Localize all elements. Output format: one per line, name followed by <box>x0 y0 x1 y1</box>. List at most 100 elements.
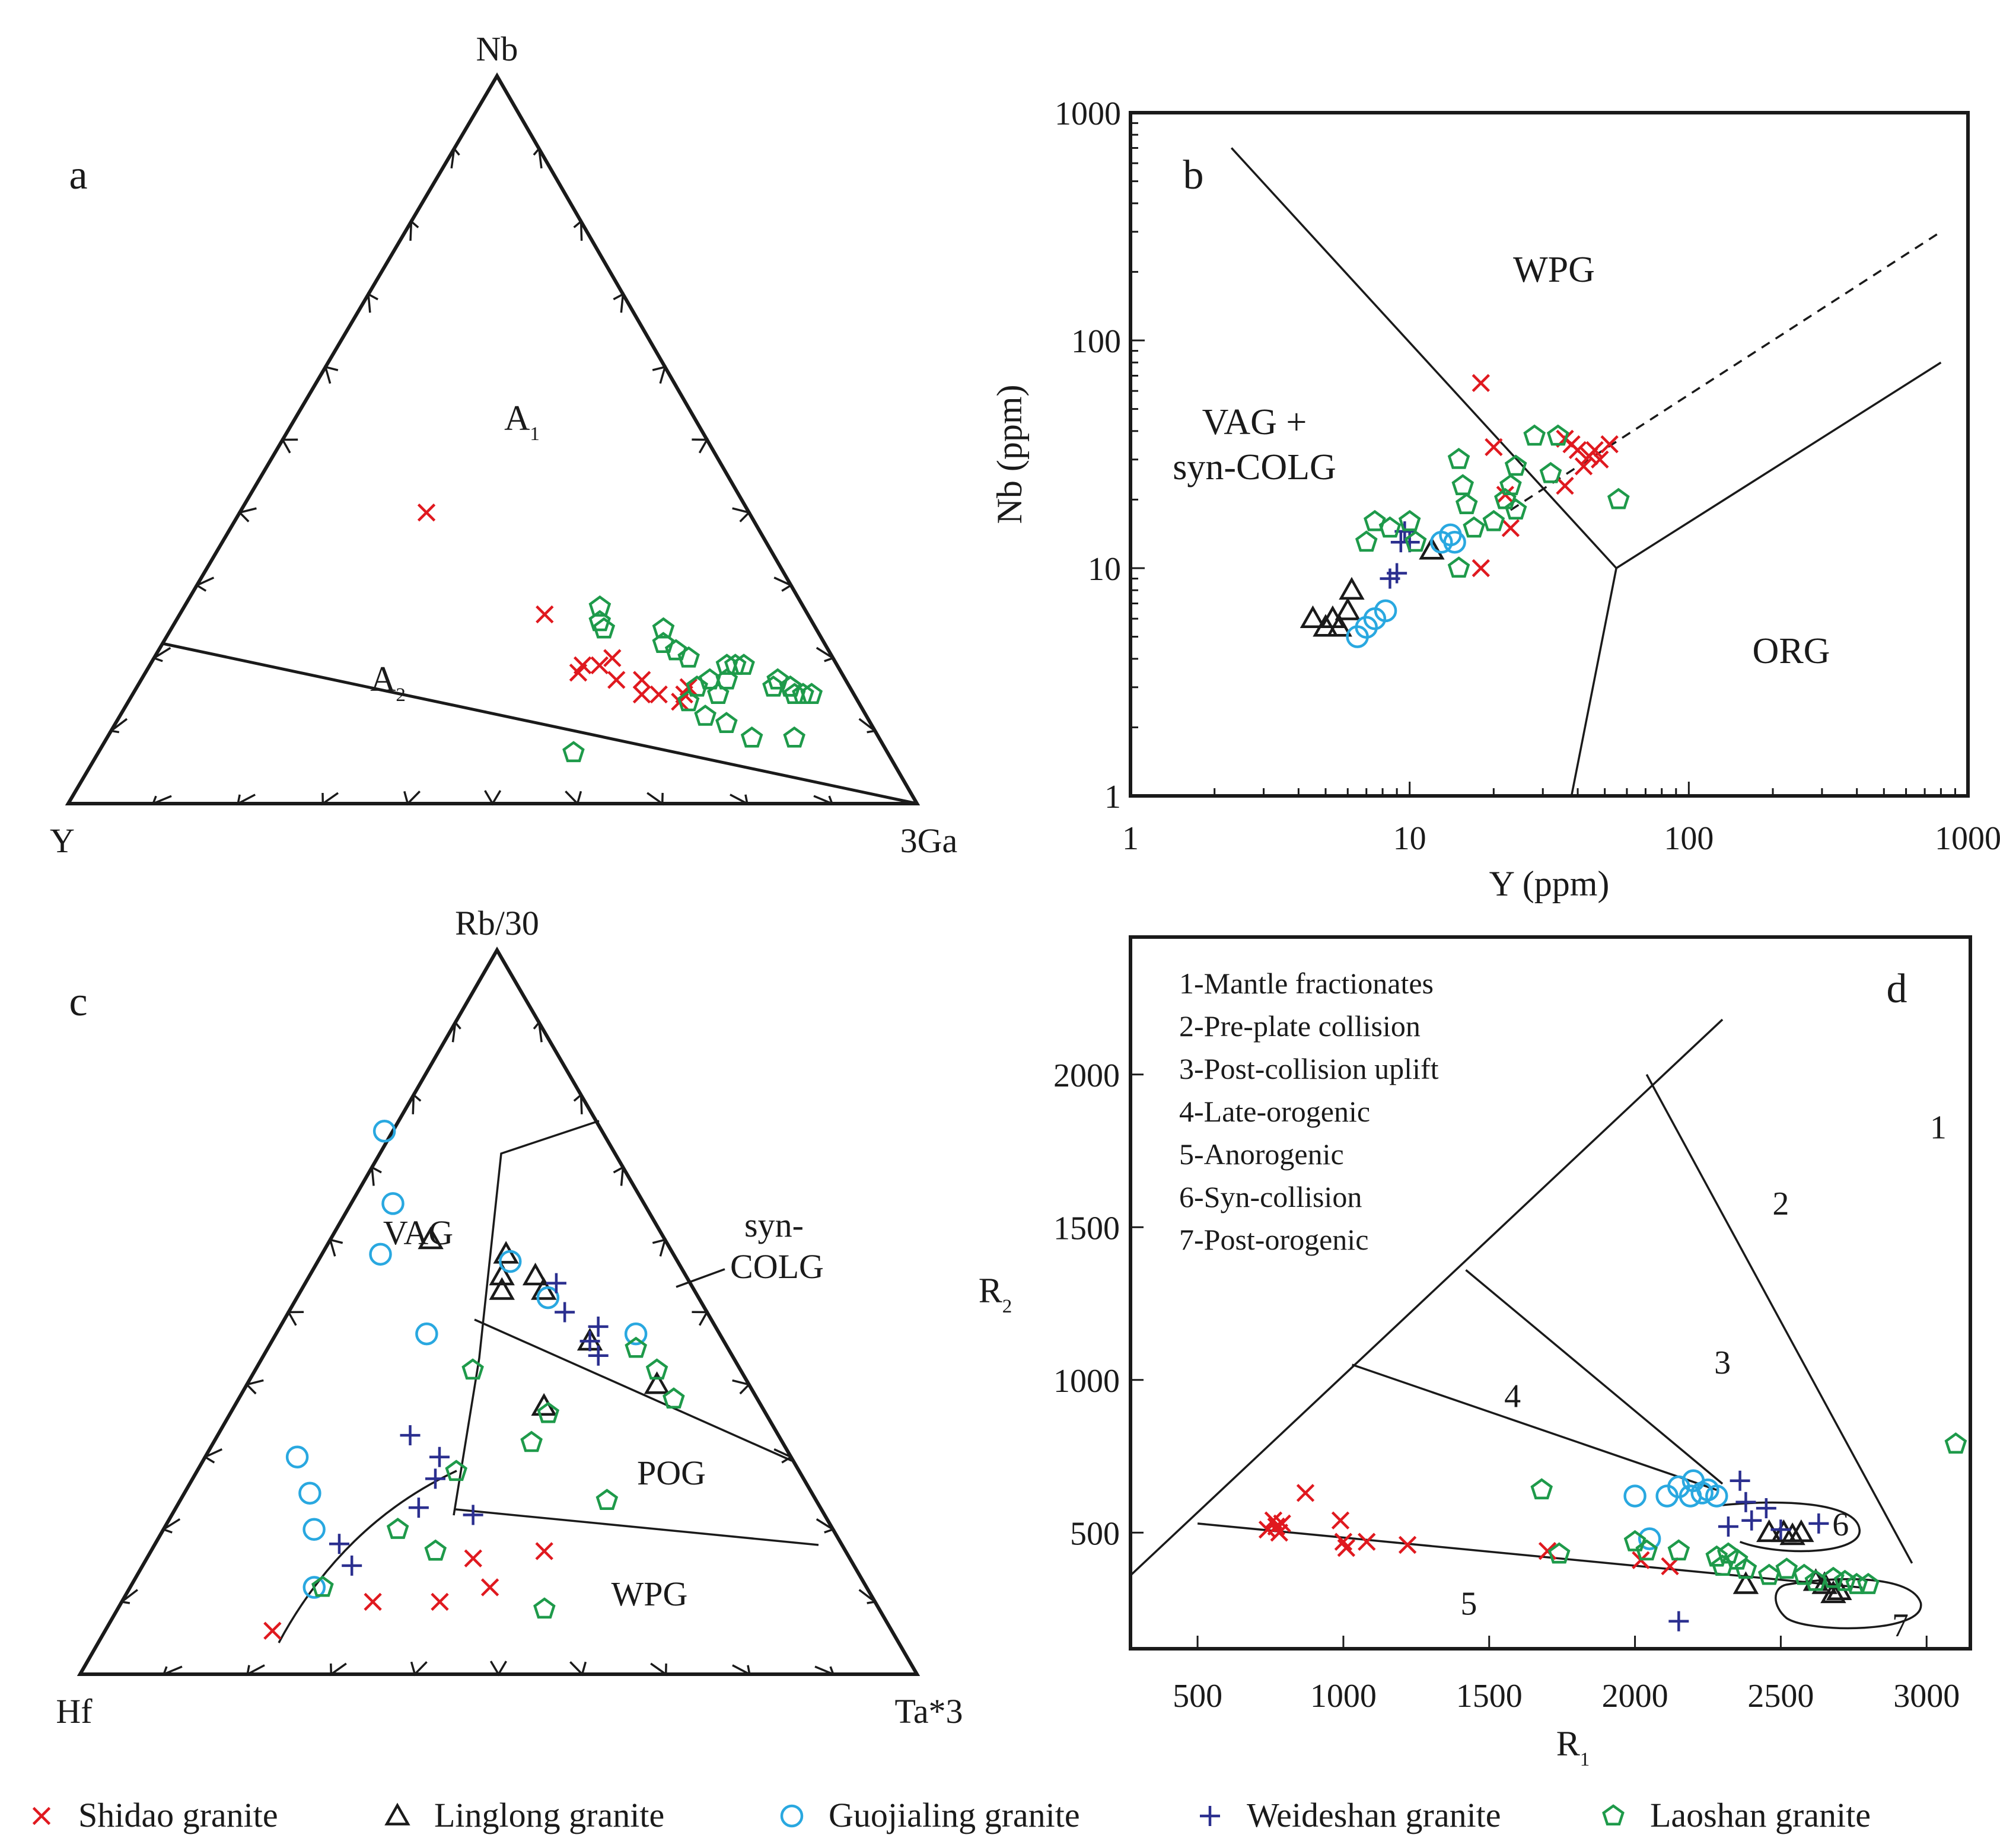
legend-label: Laoshan granite <box>1650 1796 1871 1834</box>
field-label-a2-sub: 2 <box>396 684 406 706</box>
point-pentagon-126 <box>1398 509 1421 531</box>
point-pentagon-79 <box>645 1358 668 1380</box>
point-pentagon-36 <box>800 683 823 704</box>
point-circle-56 <box>381 1192 405 1215</box>
point-pentagon-84 <box>445 1460 468 1481</box>
point-x-97 <box>1568 441 1587 460</box>
point-pentagon-184 <box>1623 1530 1647 1551</box>
point-pentagon-194 <box>1792 1563 1816 1585</box>
point-pentagon-83 <box>520 1430 543 1452</box>
field-number-label: 5 <box>1460 1586 1477 1623</box>
point-triangle-157 <box>1756 1519 1782 1543</box>
field-label-wpg: WPG <box>1513 250 1595 290</box>
point-pentagon-29 <box>715 712 738 734</box>
x-axis-label-d-sub: 1 <box>1580 1749 1590 1770</box>
discrimination-boundary <box>1230 147 1617 569</box>
legend-item: Weideshan granite <box>1200 1796 1501 1834</box>
point-x-3 <box>590 656 609 675</box>
field-boundary-1-2 <box>1645 1073 1913 1564</box>
point-x-100 <box>1585 441 1604 460</box>
point-x-146 <box>1273 1514 1291 1533</box>
point-circle-114 <box>1374 599 1397 623</box>
point-x-41 <box>464 1549 482 1567</box>
key-entry: 7-Post-orogenic <box>1179 1223 1368 1256</box>
point-circle-63 <box>536 1286 560 1309</box>
point-triangle-108 <box>1335 597 1361 620</box>
point-pentagon-198 <box>1845 1573 1868 1594</box>
point-circle-62 <box>498 1250 522 1273</box>
ternary-frame <box>77 947 921 1676</box>
x-tick-label: 2000 <box>1602 1678 1668 1715</box>
field-number-label: 6 <box>1832 1506 1849 1543</box>
legend-item: Shidao granite <box>32 1796 278 1834</box>
point-plus-176 <box>1730 1470 1750 1491</box>
key-entry: 1-Mantle fractionates <box>1179 967 1434 1000</box>
point-pentagon-200 <box>1944 1432 1967 1454</box>
point-circle-61 <box>302 1518 326 1541</box>
panel-d-r1-r2-plot: 500 1000 1500 2000 2500 3000500100015002000R1… <box>979 935 1972 1770</box>
point-x-147 <box>1296 1484 1315 1502</box>
legend-label: Linglong granite <box>434 1796 664 1834</box>
key-entry: 4-Late-orogenic <box>1179 1095 1370 1128</box>
point-pentagon-81 <box>461 1358 484 1380</box>
field-number-label: 2 <box>1772 1186 1789 1222</box>
point-x-103 <box>1556 476 1574 495</box>
legend: Shidao granite Linglong granite Guojialing… <box>32 1796 1871 1834</box>
point-circle-166 <box>1638 1527 1661 1550</box>
legend-pentagon-icon <box>1602 1804 1625 1826</box>
legend-triangle-icon <box>384 1802 410 1825</box>
point-x-6 <box>607 671 626 689</box>
x-axis-label-d: R1 <box>1556 1724 1590 1770</box>
y-tick-label: 10 <box>1088 551 1121 588</box>
point-x-93 <box>1501 519 1520 537</box>
legend-circle-icon <box>780 1804 804 1828</box>
point-x-149 <box>1334 1532 1353 1551</box>
x-tick-label: 1000 <box>1935 820 2000 857</box>
vertex-label-right: 3Ga <box>900 821 958 860</box>
point-x-5 <box>569 663 588 682</box>
x-tick-label: 10 <box>1393 820 1426 857</box>
point-pentagon-124 <box>1364 509 1386 531</box>
point-pentagon-13 <box>588 595 612 617</box>
vag-wpg-curve <box>278 1470 457 1643</box>
point-x-9 <box>649 685 668 704</box>
point-plus-69 <box>579 1331 600 1352</box>
point-pentagon-25 <box>686 675 708 697</box>
point-plus-75 <box>463 1505 483 1525</box>
point-plus-175 <box>1718 1516 1738 1537</box>
point-pentagon-123 <box>1355 530 1378 552</box>
point-triangle-47 <box>489 1263 515 1286</box>
point-circle-59 <box>285 1445 309 1468</box>
field-label-syn: syn- <box>744 1206 804 1244</box>
point-pentagon-87 <box>595 1489 619 1510</box>
y-tick-label: 1500 <box>1053 1210 1120 1247</box>
tick-marks-d <box>1130 1073 1928 1649</box>
point-pentagon-130 <box>1455 493 1478 514</box>
point-pentagon-38 <box>562 741 585 763</box>
point-plus-180 <box>1770 1519 1791 1540</box>
x-tick-label: 1500 <box>1456 1678 1523 1715</box>
point-x-44 <box>263 1621 282 1640</box>
panel-b-log-plot: 1 10 100 1000 1 10 100 1000 Y (ppm) Nb (ppm) b WPG V… <box>990 95 2000 903</box>
point-triangle-159 <box>1779 1522 1805 1546</box>
discrimination-boundary <box>1616 361 1942 569</box>
point-pentagon-86 <box>424 1539 447 1561</box>
point-plus-174 <box>1668 1611 1689 1632</box>
panel-letter-b: b <box>1183 152 1204 198</box>
point-triangle-48 <box>522 1263 549 1286</box>
point-plus-177 <box>1735 1492 1756 1512</box>
key-entry: 5-Anorogenic <box>1179 1138 1344 1171</box>
point-pentagon-137 <box>1504 498 1527 520</box>
point-x-102 <box>1600 435 1619 454</box>
point-plus-181 <box>1808 1513 1829 1534</box>
point-plus-67 <box>555 1302 575 1323</box>
point-pentagon-80 <box>663 1387 685 1409</box>
y-axis-label-b: Nb (ppm) <box>990 385 1029 524</box>
point-plus-72 <box>429 1446 450 1467</box>
point-x-91 <box>1485 438 1503 457</box>
ternary-tick-marks <box>108 146 878 806</box>
field-label-a2: A2 <box>370 659 406 706</box>
point-circle-173 <box>1705 1484 1728 1508</box>
x-tick-label: 2500 <box>1747 1678 1814 1715</box>
